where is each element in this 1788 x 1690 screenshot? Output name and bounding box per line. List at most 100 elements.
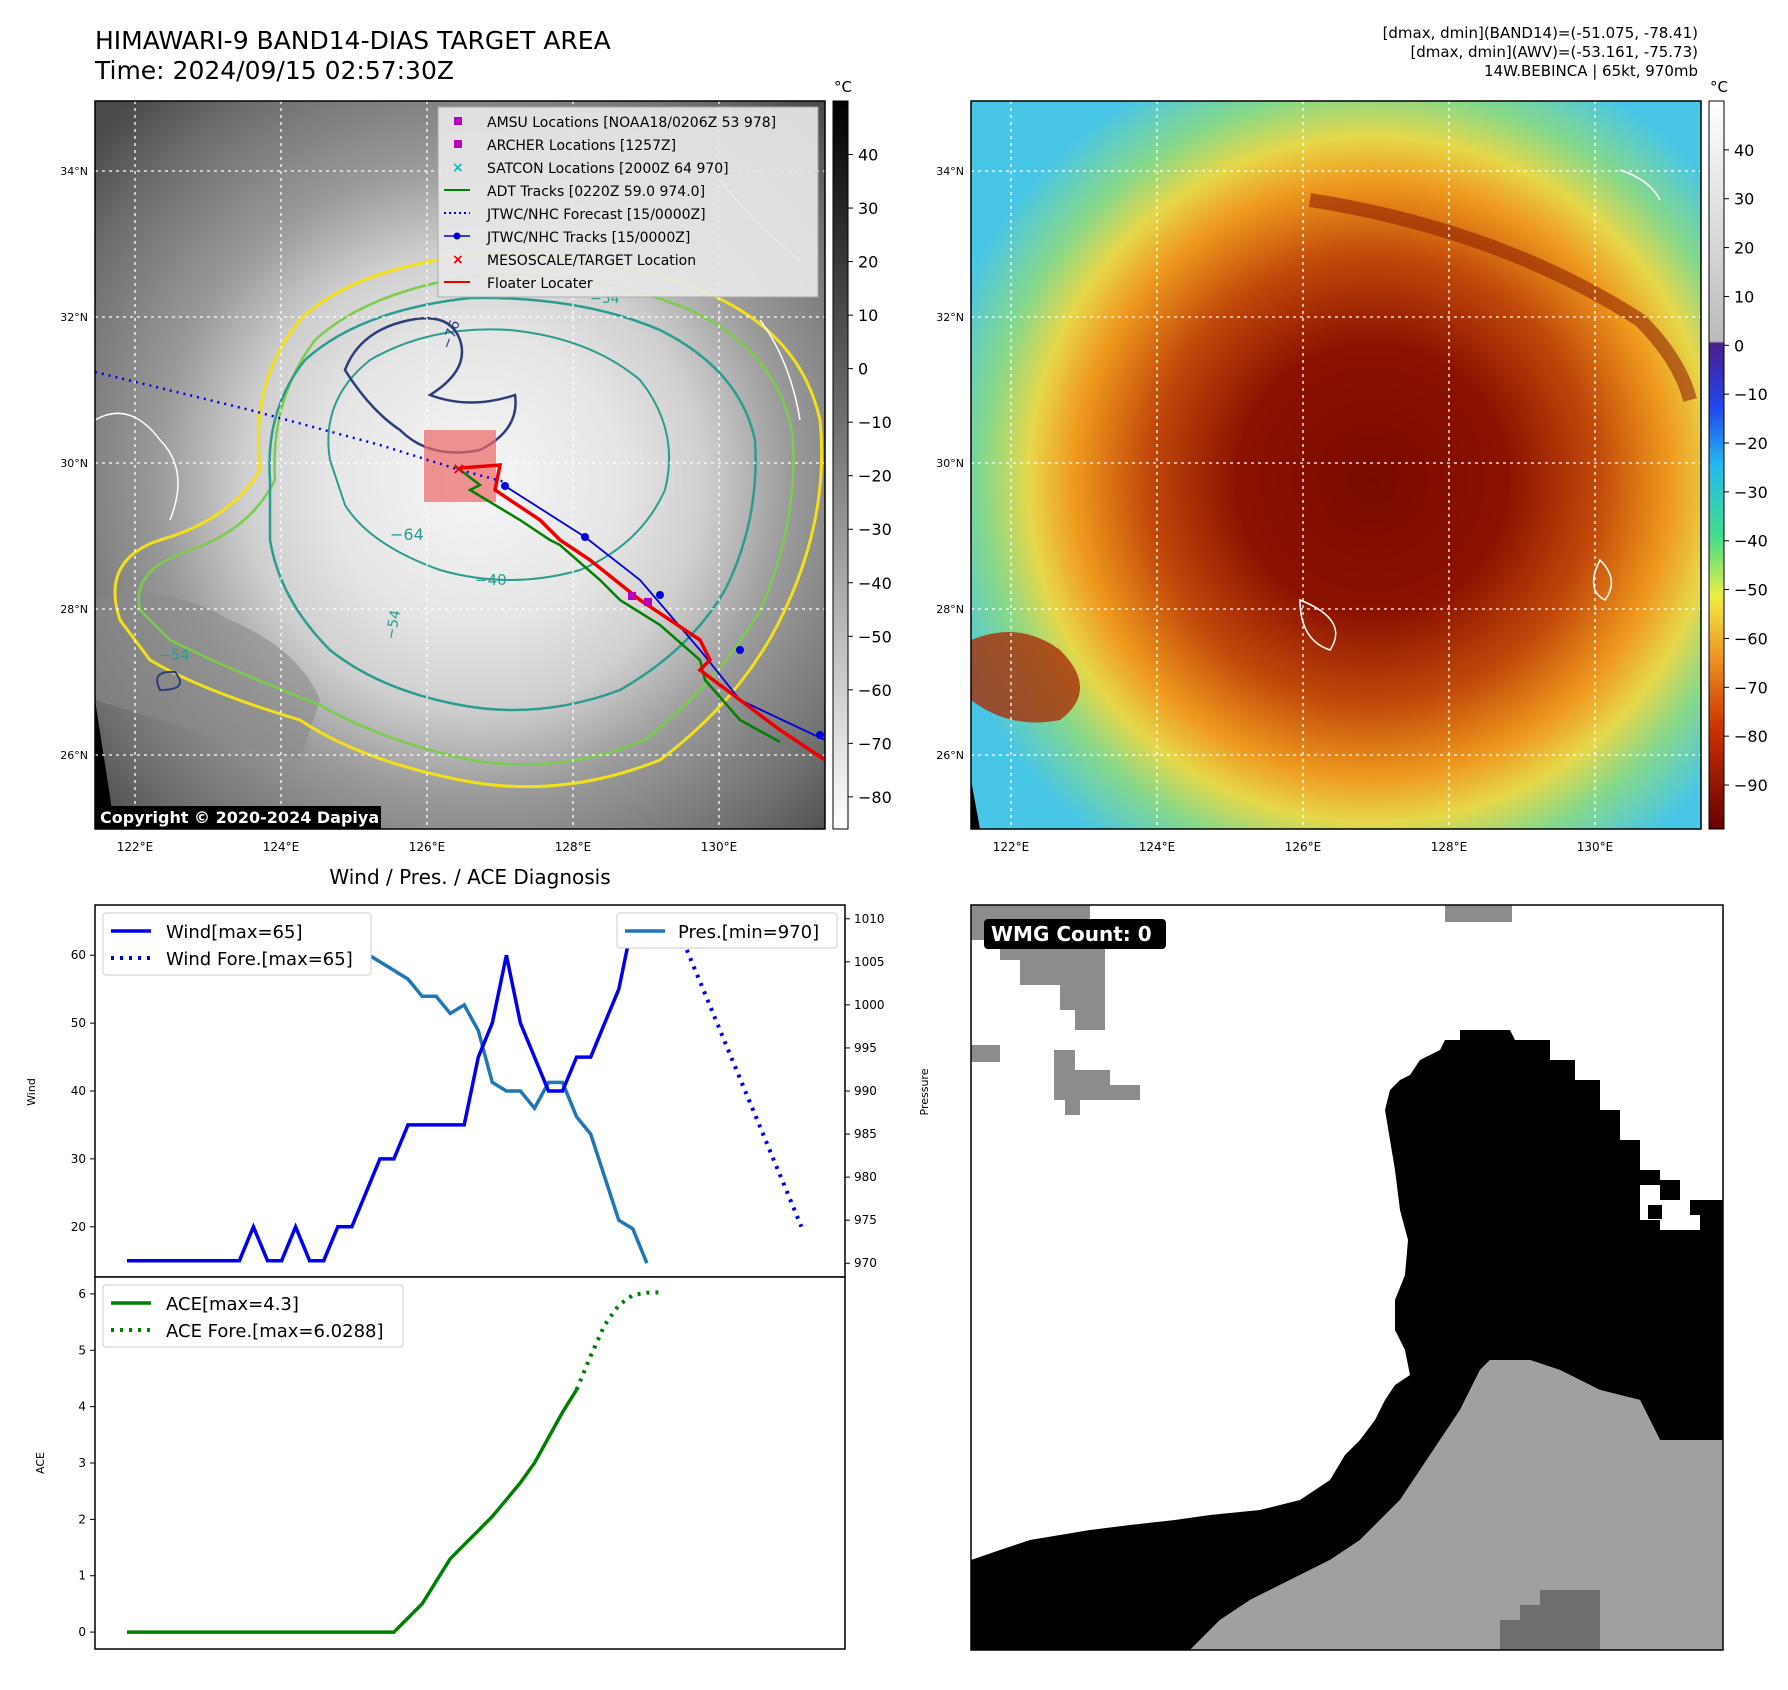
ir-colorbar-tick-label: 20: [858, 253, 878, 272]
awv-colorbar-tick-label: 40: [1734, 141, 1754, 160]
awv-colorbar-unit: °C: [1710, 78, 1728, 96]
awv-lat-34: 34°N: [936, 165, 964, 178]
legend-label-adt: ADT Tracks [0220Z 59.0 974.0]: [487, 184, 705, 200]
title-line-2: Time: 2024/09/15 02:57:30Z: [95, 56, 454, 85]
pressure-ytick-tick-label: 990: [854, 1084, 877, 1098]
awv-nodata-wedge: [971, 780, 980, 829]
chart-title: Wind / Pres. / ACE Diagnosis: [329, 865, 610, 889]
legend-box: [437, 106, 819, 298]
ir-colorbar-tick-label: −60: [858, 681, 892, 700]
wind-ytick-tick-label: 40: [71, 1084, 86, 1098]
legend-label-amsu: AMSU Locations [NOAA18/0206Z 53 978]: [487, 115, 776, 131]
pressure-ytick-tick-label: 1005: [854, 955, 885, 969]
wmg-black-region: [971, 1030, 1723, 1650]
awv-lon-122: 122°E: [993, 840, 1030, 854]
contour-light-green: [137, 273, 795, 766]
awv-lon-130: 130°E: [1577, 840, 1614, 854]
ir-colorbar-tick-label: 0: [858, 360, 868, 379]
wind-ytick-tick-label: 60: [71, 948, 86, 962]
awv-colorbar-tick-label: −20: [1734, 434, 1768, 453]
ir-legend: × × AMSU Locations [NOAA18/0206Z 53 978]…: [437, 106, 819, 298]
pressure-yticks: 1010 1005 1000 995 990 985 980 975 970: [845, 912, 885, 1270]
ir-lat-ticks: 34°N 32°N 30°N 28°N 26°N: [60, 165, 88, 762]
ace-series-line: [127, 1388, 579, 1634]
info-line-1: [dmax, dmin](BAND14)=(-51.075, -78.41): [1382, 24, 1698, 42]
contour-label-64: −64: [390, 525, 424, 544]
figure-title: HIMAWARI-9 BAND14-DIAS TARGET AREA Time:…: [95, 26, 611, 86]
ace-ytick-tick-label: 6: [78, 1287, 86, 1301]
pressure-legend: [616, 912, 838, 949]
ir-lon-122: 122°E: [117, 840, 154, 854]
contour-teal: [268, 296, 757, 712]
awv-colorbar-tick-label: 10: [1734, 287, 1754, 306]
pressure-ytick-tick-label: 1010: [854, 912, 885, 926]
awv-panel: 122°E 124°E 126°E 128°E 130°E 34°N 32°N …: [936, 78, 1768, 854]
copyright-text: Copyright © 2020-2024 Dapiya: [100, 808, 379, 827]
pressure-ytick-tick-label: 980: [854, 1170, 877, 1184]
ir-frame: [94, 100, 826, 830]
ir-lon-128: 128°E: [555, 840, 592, 854]
awv-outflow-band: [1308, 193, 1697, 402]
awv-colorbar-tick-label: −10: [1734, 385, 1768, 404]
wind-series-line: [127, 919, 661, 1263]
awv-colorbar-ticks: 40 30 20 10 0 −10 −20 −30 −40 −50 −60 −70 −80 −90: [1724, 141, 1768, 795]
mesoscale-marker: ×: [452, 459, 465, 478]
awv-lat-30: 30°N: [936, 457, 964, 470]
wind-ylabel: Wind: [25, 1078, 38, 1106]
ir-lat-26: 26°N: [60, 749, 88, 762]
awv-colorbar-tick-label: −80: [1734, 727, 1768, 746]
wmg-badge-text: WMG Count: 0: [991, 922, 1152, 946]
legend-labels: AMSU Locations [NOAA18/0206Z 53 978] ARC…: [486, 115, 776, 292]
floater-track: [459, 463, 825, 762]
ace-ytick-tick-label: 1: [78, 1569, 86, 1583]
legend-tracks-dot-icon: [453, 232, 461, 240]
wind-pressure-chart: Wind / Pres. / ACE Diagnosis Wind Pressu…: [25, 865, 931, 1278]
awv-lon-ticks: 122°E 124°E 126°E 128°E 130°E: [993, 840, 1614, 854]
awv-lat-28: 28°N: [936, 603, 964, 616]
awv-lat-26: 26°N: [936, 749, 964, 762]
ir-colorbar-tick-label: −80: [858, 788, 892, 807]
awv-lat-ticks: 34°N 32°N 30°N 28°N 26°N: [936, 165, 964, 762]
info-line-3: 14W.BEBINCA | 65kt, 970mb: [1484, 62, 1698, 80]
legend-satcon-icon: ×: [452, 160, 464, 176]
ace-legend: [102, 1284, 404, 1348]
ace-ytick-tick-label: 5: [78, 1343, 86, 1357]
archer-marker: [644, 598, 652, 606]
ace-ytick-tick-label: 2: [78, 1512, 86, 1526]
wind-ytick-tick-label: 50: [71, 1016, 86, 1030]
ir-colorbar-tick-label: −50: [858, 627, 892, 646]
ir-colorbar-tick-label: 30: [858, 199, 878, 218]
awv-colorbar-tick-label: −90: [1734, 776, 1768, 795]
ace-ytick-tick-label: 0: [78, 1625, 86, 1639]
pressure-ytick-tick-label: 995: [854, 1041, 877, 1055]
ace-ylabel: ACE: [34, 1452, 47, 1474]
contour-navy-small: [156, 670, 181, 692]
legend-label-forecast: JTWC/NHC Forecast [15/0000Z]: [486, 207, 706, 223]
awv-colorbar: [1708, 100, 1725, 830]
ace-ytick-tick-label: 4: [78, 1400, 86, 1414]
ir-colorbar-tick-label: 40: [858, 146, 878, 165]
wind-yticks: 60 50 40 30 20: [71, 948, 95, 1234]
awv-gridlines: [971, 101, 1701, 829]
ir-lon-130: 130°E: [701, 840, 738, 854]
ir-colorbar-tick-label: −20: [858, 467, 892, 486]
ir-panel: × −76 −54 −64 −40 −54 −54 × × AMSU Locat…: [60, 78, 892, 854]
ace-yticks: 6 5 4 3 2 1 0: [78, 1287, 95, 1639]
ir-cloud-band: [95, 593, 320, 760]
legend-label-floater: Floater Locater: [487, 276, 593, 292]
ir-colorbar-tick-label: 10: [858, 306, 878, 325]
awv-colorbar-tick-label: −60: [1734, 629, 1768, 648]
awv-colorbar-tick-label: −50: [1734, 581, 1768, 600]
awv-colorbar-tick-label: −30: [1734, 483, 1768, 502]
ir-lat-28: 28°N: [60, 603, 88, 616]
wind-ytick-tick-label: 20: [71, 1220, 86, 1234]
ir-colorbar: [832, 100, 849, 830]
wind-fore-legend-label: Wind Fore.[max=65]: [166, 949, 353, 970]
ir-lon-126: 126°E: [409, 840, 446, 854]
info-line-2: [dmax, dmin](AWV)=(-53.161, -75.73): [1410, 43, 1698, 61]
jtwc-track: [504, 485, 825, 741]
ir-nodata-wedge: [95, 700, 115, 829]
legend-mesoscale-icon: ×: [452, 252, 464, 268]
wmg-badge: [984, 919, 1166, 949]
ir-colorbar-tick-label: −30: [858, 520, 892, 539]
